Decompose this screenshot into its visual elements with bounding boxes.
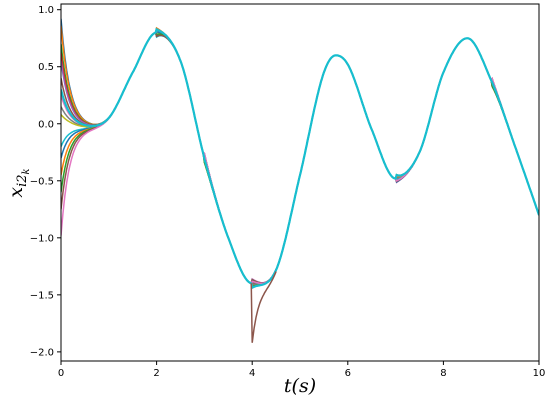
series-line xyxy=(61,30,539,285)
x-tick-label: 8 xyxy=(440,368,446,379)
y-tick-label: −2.0 xyxy=(30,347,54,358)
x-tick-label: 0 xyxy=(58,368,64,379)
series-line xyxy=(61,28,539,290)
x-axis-label: t(s) xyxy=(284,375,316,397)
series-line xyxy=(61,28,539,285)
plot-frame xyxy=(60,3,540,362)
y-tick-label: −0.5 xyxy=(30,176,54,187)
y-tick-label: 1.0 xyxy=(38,5,54,16)
series-line xyxy=(61,31,539,285)
series-line xyxy=(61,31,539,285)
y-axis-label: xi2k xyxy=(5,168,32,197)
series-line xyxy=(61,26,539,286)
x-tick-label: 2 xyxy=(153,368,159,379)
series-line xyxy=(61,31,539,285)
x-tick-label: 10 xyxy=(533,368,546,379)
y-tick-label: −1.5 xyxy=(30,290,54,301)
y-axis-ticks: 1.0 0.5 0.0 −0.5 −1.0 −1.5 −2.0 xyxy=(30,5,61,358)
series-lines xyxy=(61,18,539,343)
svg-text:xi2k: xi2k xyxy=(5,168,32,197)
x-tick-label: 4 xyxy=(249,368,255,379)
series-line xyxy=(61,25,539,287)
series-line xyxy=(61,18,539,288)
y-tick-label: 0.5 xyxy=(38,62,54,73)
spike-line xyxy=(250,271,277,343)
series-line xyxy=(61,31,539,285)
y-tick-label: −1.0 xyxy=(30,233,54,244)
x-tick-label: 6 xyxy=(345,368,351,379)
x-axis-ticks: 0 2 4 6 8 10 xyxy=(58,361,546,379)
series-line xyxy=(61,26,539,288)
y-tick-label: 0.0 xyxy=(38,119,54,130)
series-line xyxy=(61,27,539,290)
series-line xyxy=(61,28,539,285)
